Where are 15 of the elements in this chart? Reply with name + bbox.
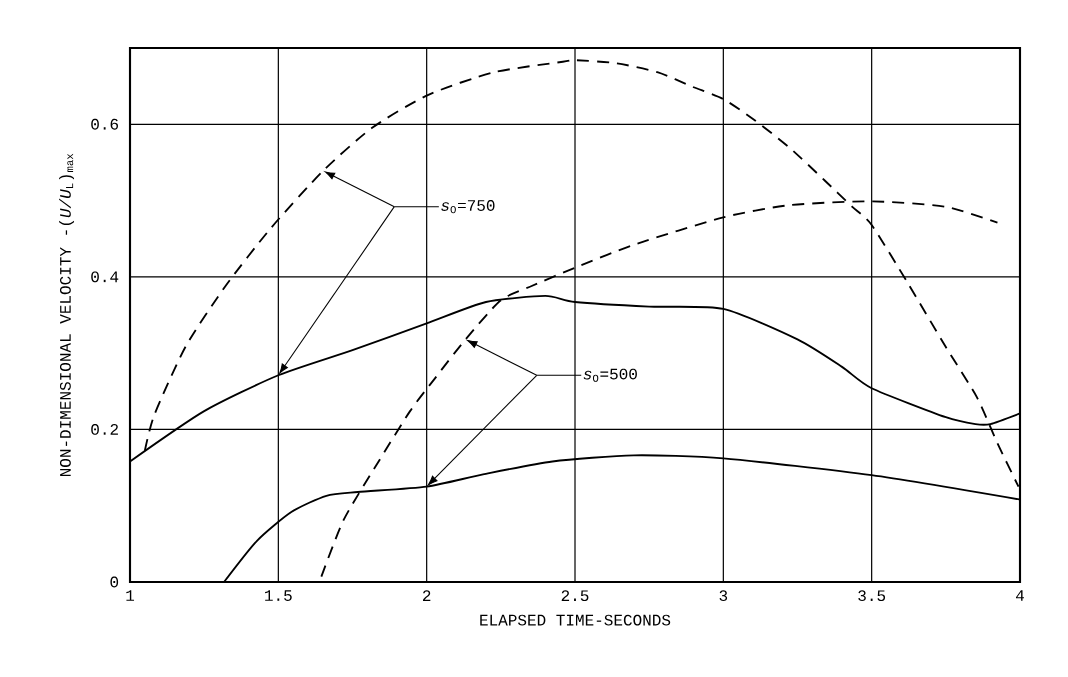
x-tick-label: 1.5 (265, 590, 292, 601)
annotation: s$_{O}$=750 (441, 200, 495, 214)
x-tick-label: 2.5 (561, 590, 589, 602)
x-axis-title: ELAPSED TIME-SECONDS (480, 614, 671, 626)
annotation: s$_{O}$=500 (583, 368, 637, 382)
y-tick-label: 0.6 (91, 118, 119, 130)
y-tick-label: 0.4 (91, 271, 119, 283)
x-tick-label: 3 (719, 590, 728, 602)
x-tick-label: 3.5 (858, 590, 886, 602)
x-tick-label: 2 (423, 590, 431, 601)
x-tick-label: 4 (1015, 590, 1024, 601)
y-tick-label: 0 (110, 576, 119, 588)
y-axis-title: NON-DIMENSIONAL VELOCITY -(U/U$_{L}$)$_{max}$ (59, 153, 75, 477)
x-tick-label: 1 (126, 590, 135, 601)
y-tick-label: 0.2 (91, 423, 118, 435)
